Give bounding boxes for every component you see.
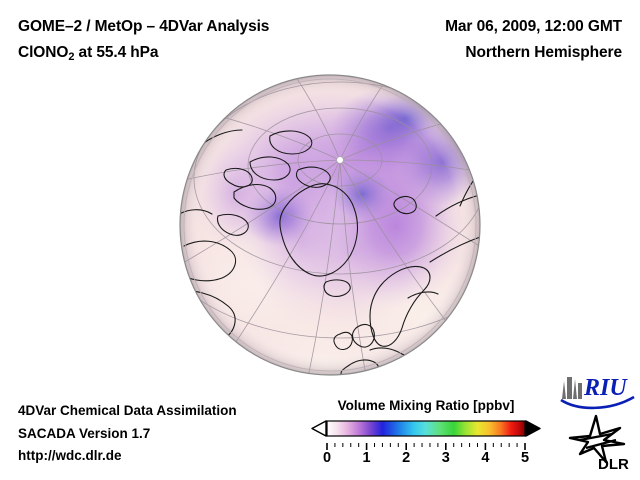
riu-swoosh-icon	[560, 395, 635, 410]
colorbar-gradient	[310, 418, 542, 440]
dlr-star-icon	[568, 414, 626, 464]
colorbar-tick-label: 4	[481, 450, 490, 466]
website-link[interactable]: http://wdc.dlr.de	[18, 448, 122, 463]
globe-map	[174, 66, 486, 398]
footer-left-block: 4DVar Chemical Data Assimilation SACADA …	[18, 400, 308, 468]
species-level: at 55.4 hPa	[74, 44, 159, 61]
header-right-block: Mar 06, 2009, 12:00 GMT Northern Hemisph…	[362, 14, 622, 66]
colorbar-tick-label: 3	[441, 450, 450, 466]
globe-outline	[179, 74, 481, 376]
colorbar-tick-labels: 0 1 2 3 4 5	[310, 450, 542, 470]
dlr-wordmark: DLR	[598, 456, 629, 472]
species-subscript: 2	[68, 51, 75, 63]
colorbar-ticks	[310, 440, 542, 450]
colorbar-tick-label: 5	[520, 450, 530, 466]
riu-skyline-icon	[562, 377, 582, 399]
colorbar-tick-label: 0	[322, 450, 332, 466]
colorbar-right-cap	[525, 420, 541, 437]
datetime-label: Mar 06, 2009, 12:00 GMT	[445, 18, 622, 35]
dlr-logo: DLR	[566, 414, 636, 473]
colorbar-left-cap	[311, 420, 327, 437]
species-title: ClONO2 at 55.4 hPa	[18, 40, 398, 70]
colorbar: Volume Mixing Ratio [ppbv] 0 1 2 3 4 5	[310, 398, 542, 470]
assimilation-label: 4DVar Chemical Data Assimilation	[18, 403, 237, 418]
colorbar-title: Volume Mixing Ratio [ppbv]	[337, 398, 515, 413]
region-label: Northern Hemisphere	[465, 44, 622, 61]
version-label: SACADA Version 1.7	[18, 425, 151, 441]
riu-logo: RIU	[558, 369, 636, 413]
colorbar-tick-label: 1	[362, 450, 371, 466]
pole-dot-icon	[336, 156, 344, 164]
riu-wordmark: RIU	[583, 375, 628, 401]
species-name: ClONO	[18, 44, 69, 61]
analysis-title: GOME–2 / MetOp – 4DVar Analysis	[18, 18, 270, 35]
header-left-block: GOME–2 / MetOp – 4DVar Analysis ClONO2 a…	[18, 14, 398, 70]
colorbar-tick-label: 2	[402, 450, 411, 466]
